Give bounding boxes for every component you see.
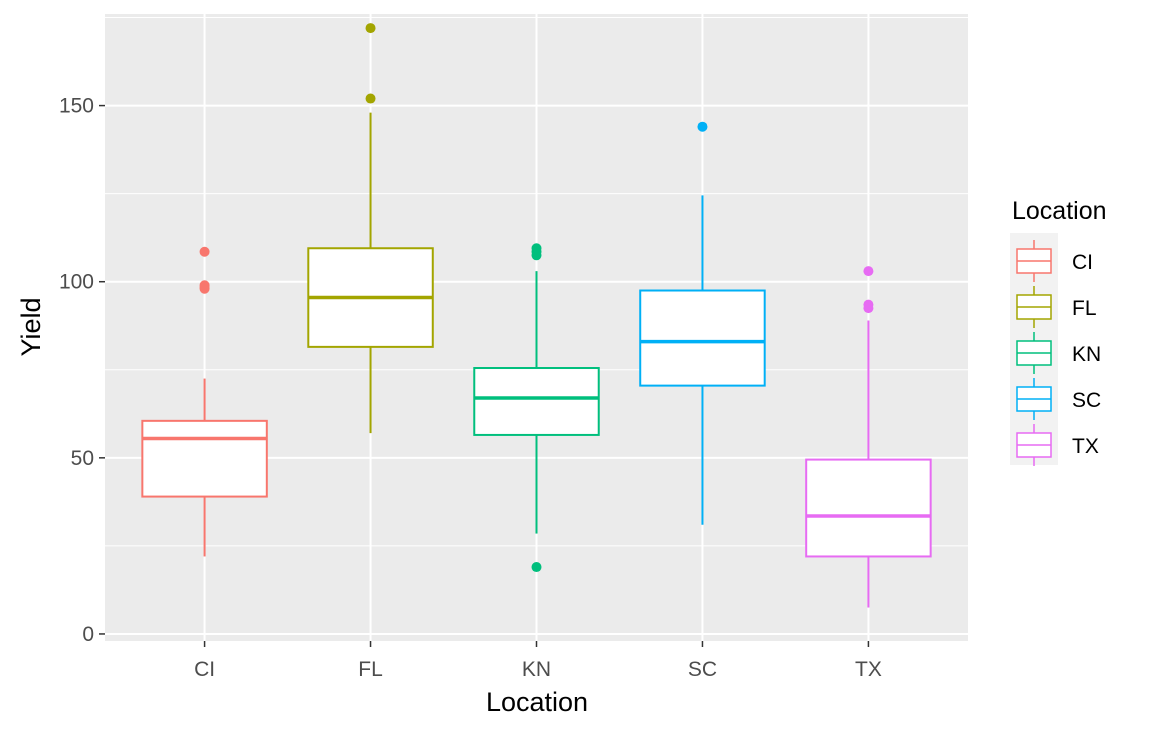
box-ci: [141, 246, 268, 557]
box-fl: [307, 23, 434, 434]
iqr-box: [805, 458, 932, 558]
x-tick-label: SC: [688, 658, 717, 681]
y-tick-label: 0: [82, 623, 94, 646]
legend-key-sc: [1016, 378, 1052, 420]
legend-key-tx: [1016, 424, 1052, 466]
outlier-point: [365, 93, 376, 104]
outlier-point: [697, 121, 708, 132]
box-tx: [805, 266, 932, 608]
outlier-point: [199, 280, 210, 291]
iqr-box: [639, 289, 766, 387]
outlier-point: [863, 266, 874, 277]
legend-key-fl: [1016, 286, 1052, 328]
y-axis-title: Yield: [16, 297, 46, 356]
legend-title: Location: [1012, 197, 1107, 225]
legend-label: SC: [1072, 389, 1101, 412]
outlier-point: [531, 243, 542, 254]
box-series: [141, 23, 932, 608]
x-tick-label: TX: [855, 658, 882, 681]
legend-key-kn: [1016, 332, 1052, 374]
legend-label: TX: [1072, 435, 1099, 458]
iqr-box: [141, 419, 268, 498]
legend-key-ci: [1016, 240, 1052, 282]
box-sc: [639, 121, 766, 525]
iqr-box: [473, 367, 600, 436]
outlier-point: [199, 246, 210, 257]
box-kn: [473, 243, 600, 573]
x-tick-label: CI: [194, 658, 215, 681]
legend: Location CI FL KN SC TX: [1010, 197, 1107, 466]
x-axis-title: Location: [486, 687, 588, 717]
y-tick-label: 150: [59, 95, 94, 118]
x-tick-label: KN: [522, 658, 551, 681]
y-tick-label: 50: [71, 447, 94, 470]
outlier-point: [531, 562, 542, 573]
outlier-point: [365, 23, 376, 34]
legend-label: KN: [1072, 343, 1101, 366]
outlier-point: [863, 299, 874, 310]
y-tick-label: 100: [59, 271, 94, 294]
legend-label: FL: [1072, 297, 1097, 320]
x-tick-label: FL: [358, 658, 383, 681]
axes: 0 50 100 150 CI FL KN SC TX: [59, 95, 882, 681]
legend-label: CI: [1072, 251, 1093, 274]
